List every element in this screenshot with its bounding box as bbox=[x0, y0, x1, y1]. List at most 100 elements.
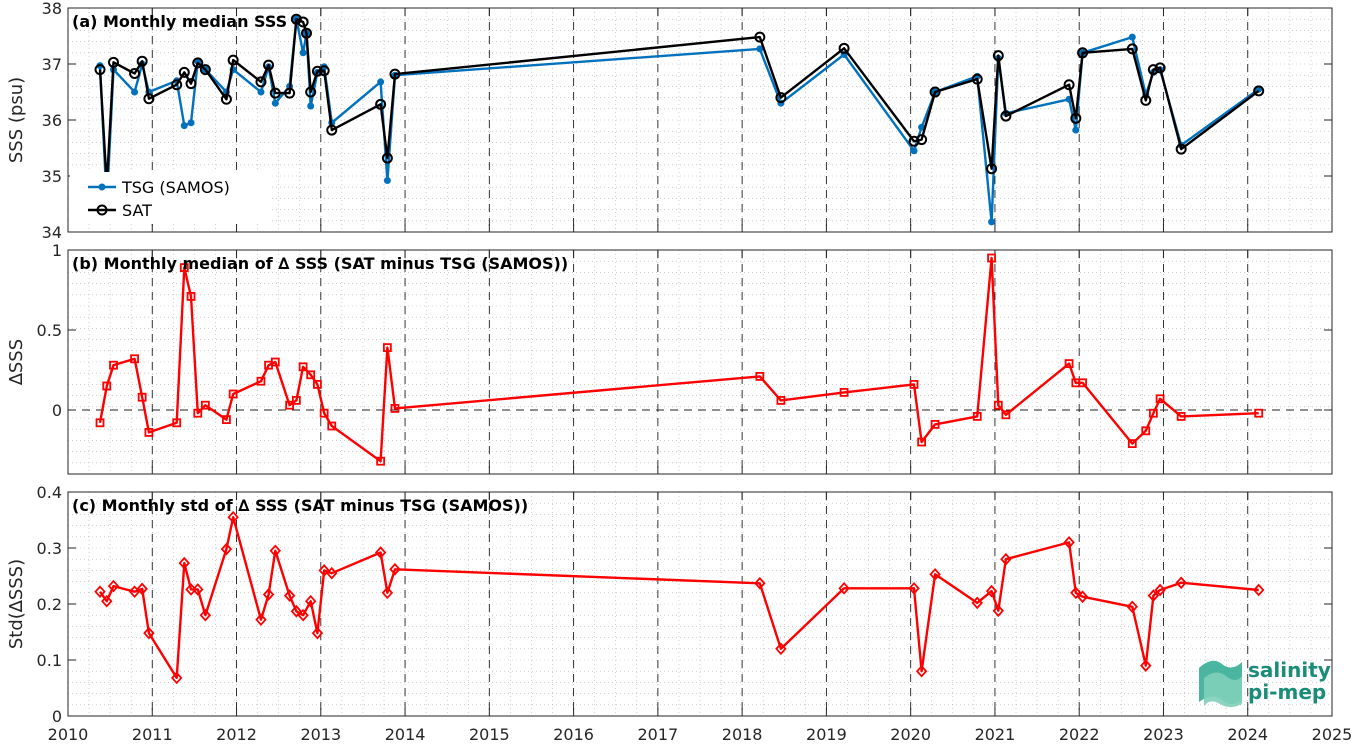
data-point bbox=[220, 542, 233, 556]
data-point bbox=[985, 584, 998, 598]
data-point bbox=[1070, 586, 1082, 600]
data-point bbox=[108, 56, 120, 68]
data-point bbox=[1077, 47, 1089, 59]
x-tick-label: 2013 bbox=[300, 725, 341, 744]
data-point bbox=[187, 119, 195, 127]
data-point bbox=[910, 147, 918, 155]
legend-tsg-marker bbox=[98, 183, 106, 191]
data-point bbox=[271, 99, 279, 107]
data-point bbox=[776, 395, 786, 405]
data-point bbox=[318, 564, 330, 577]
data-point bbox=[987, 253, 996, 263]
data-point bbox=[326, 124, 338, 136]
data-point bbox=[172, 418, 182, 428]
y-tick-label: 0 bbox=[52, 707, 62, 726]
data-point bbox=[327, 421, 337, 431]
data-point bbox=[171, 79, 183, 91]
data-point bbox=[1076, 590, 1089, 604]
data-point bbox=[144, 427, 154, 437]
data-point bbox=[262, 588, 275, 601]
data-point bbox=[228, 389, 238, 399]
salinity-pi-mep-logo: salinity pi-mep bbox=[1199, 658, 1331, 707]
data-point bbox=[916, 134, 928, 146]
data-point bbox=[94, 585, 106, 599]
data-point bbox=[192, 57, 204, 69]
x-tick-label: 2011 bbox=[132, 725, 173, 744]
data-point bbox=[318, 65, 330, 77]
data-point bbox=[227, 510, 239, 524]
panels-group: 34 35 36 37 38 SSS (psu) (a) Monthly median SS… bbox=[6, 0, 1352, 744]
data-point bbox=[200, 400, 210, 410]
data-point bbox=[326, 566, 338, 580]
data-point bbox=[291, 395, 301, 405]
data-point bbox=[1063, 79, 1075, 91]
x-tick-label: 2016 bbox=[553, 725, 594, 744]
data-point bbox=[1154, 583, 1166, 597]
data-point bbox=[1141, 426, 1151, 436]
legend-sat-marker bbox=[96, 204, 108, 216]
data-point bbox=[311, 65, 323, 77]
y-tick-label: 38 bbox=[42, 0, 62, 18]
y-axis-title: Std(∆SSS) bbox=[6, 559, 27, 649]
data-point bbox=[908, 581, 920, 595]
data-point bbox=[1072, 126, 1080, 134]
data-point bbox=[290, 13, 302, 25]
data-point bbox=[376, 456, 386, 466]
x-tick-label: 2018 bbox=[722, 725, 763, 744]
data-point bbox=[297, 16, 309, 28]
data-point bbox=[178, 556, 190, 570]
data-point bbox=[319, 408, 329, 418]
data-point bbox=[1064, 359, 1074, 369]
logo-wave-icon bbox=[1199, 660, 1242, 707]
x-tick-label: 2023 bbox=[1143, 725, 1184, 744]
data-point bbox=[192, 583, 204, 596]
data-point bbox=[284, 87, 296, 99]
data-point bbox=[1176, 411, 1186, 421]
data-point bbox=[917, 437, 927, 447]
data-point bbox=[313, 379, 322, 389]
data-point bbox=[1000, 110, 1012, 122]
panel-1: 34 35 36 37 38 SSS (psu) (a) Monthly median SS… bbox=[6, 0, 1333, 242]
data-point bbox=[838, 42, 850, 54]
data-point bbox=[374, 546, 387, 559]
panel-title: (a) Monthly median SSS bbox=[72, 12, 287, 31]
data-point bbox=[971, 73, 983, 85]
data-point bbox=[130, 354, 139, 364]
data-point bbox=[1148, 408, 1158, 418]
data-point bbox=[383, 176, 391, 184]
data-point bbox=[186, 291, 196, 301]
data-point bbox=[375, 98, 387, 110]
logo-text-line2: pi-mep bbox=[1248, 680, 1326, 704]
data-point bbox=[1252, 583, 1265, 597]
data-point bbox=[1147, 589, 1160, 602]
data-point bbox=[986, 163, 998, 175]
data-point bbox=[178, 66, 190, 78]
y-tick-label: 0.3 bbox=[37, 539, 62, 558]
data-point bbox=[755, 371, 765, 381]
data-point bbox=[993, 400, 1003, 410]
data-point bbox=[143, 626, 155, 640]
data-point bbox=[1001, 410, 1011, 420]
data-point bbox=[971, 596, 983, 610]
data-point bbox=[131, 88, 139, 96]
y-tick-label: 37 bbox=[42, 55, 62, 74]
data-point bbox=[299, 49, 307, 57]
data-point bbox=[929, 567, 941, 581]
data-point bbox=[775, 92, 787, 104]
data-point bbox=[185, 78, 197, 90]
data-point bbox=[390, 403, 400, 413]
data-point bbox=[381, 586, 394, 600]
data-point bbox=[95, 418, 105, 428]
data-point bbox=[285, 400, 295, 410]
y-tick-label: 0.1 bbox=[37, 651, 62, 670]
data-point bbox=[754, 576, 766, 590]
data-point bbox=[257, 88, 265, 96]
data-point bbox=[909, 379, 919, 389]
data-point bbox=[107, 579, 120, 593]
y-tick-label: 35 bbox=[42, 167, 62, 186]
data-point bbox=[1126, 43, 1138, 55]
data-point bbox=[930, 419, 940, 429]
data-point bbox=[988, 218, 996, 226]
legend-sat-label: SAT bbox=[122, 201, 152, 220]
